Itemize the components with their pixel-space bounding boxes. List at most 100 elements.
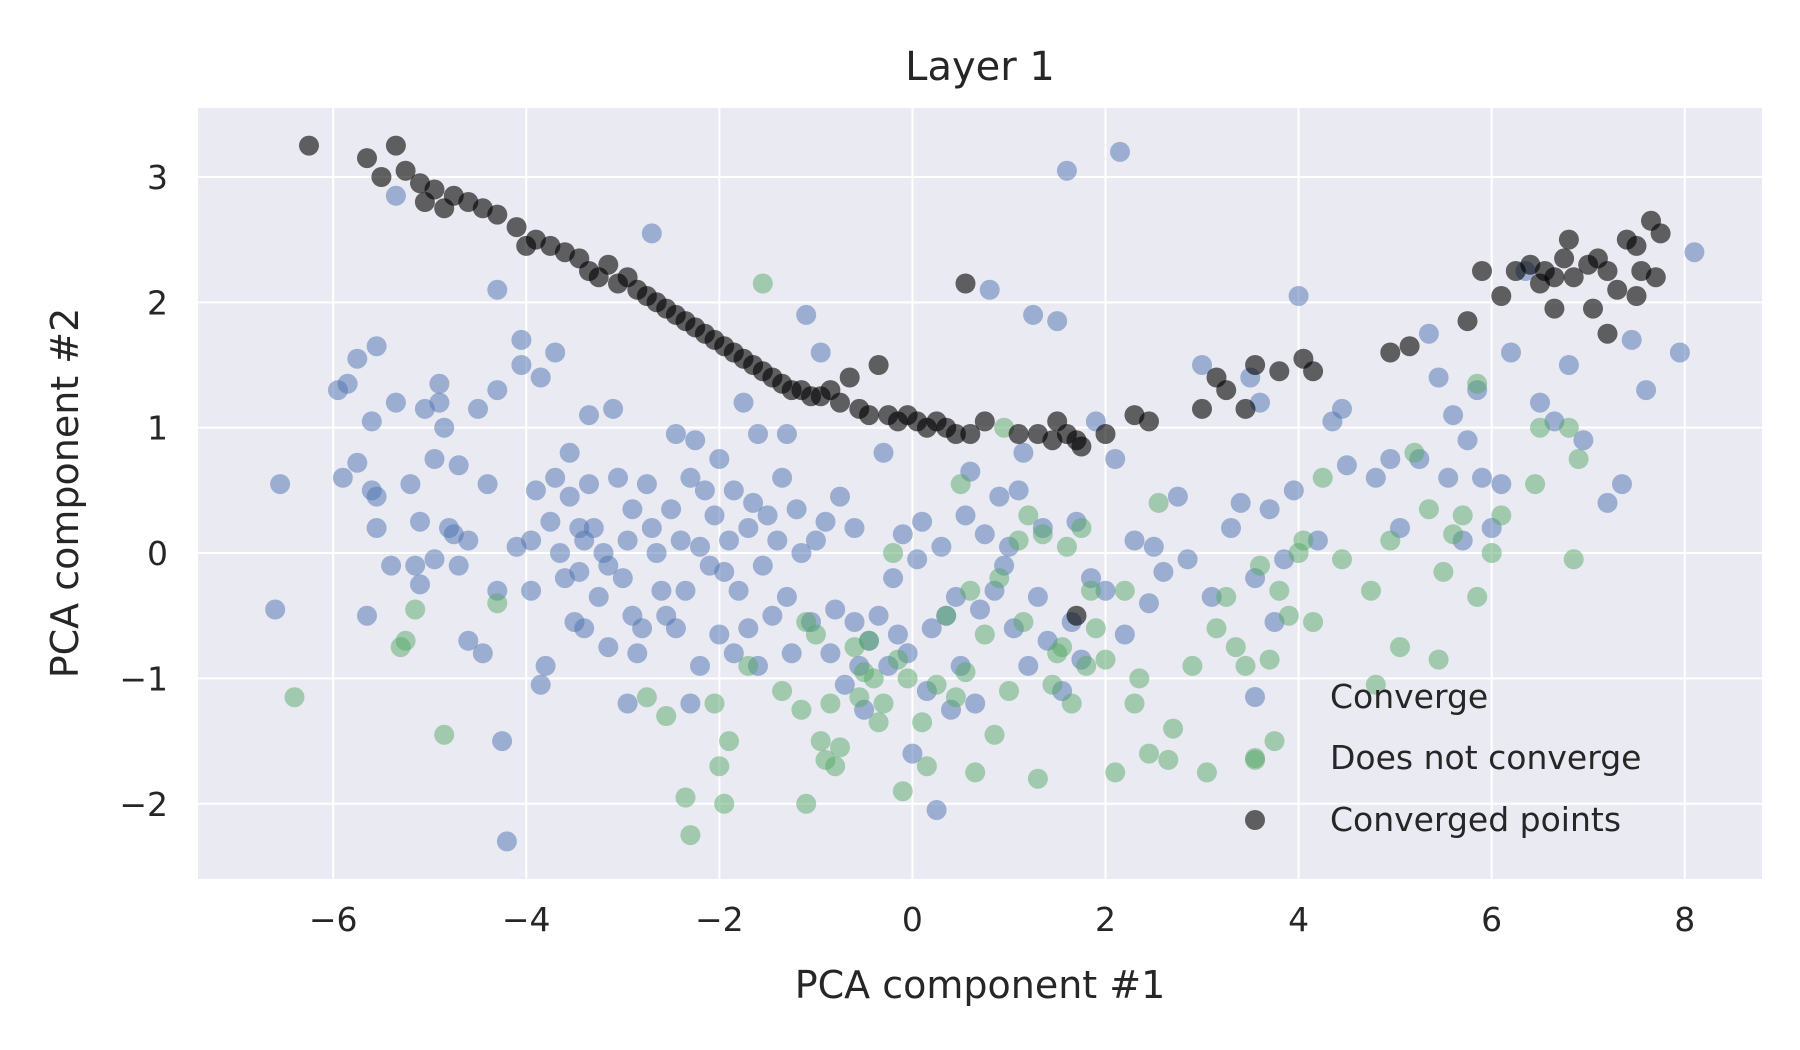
converge-point bbox=[265, 599, 286, 620]
converge-point bbox=[1177, 549, 1198, 570]
x-tick-label: 0 bbox=[902, 900, 923, 939]
converged-point bbox=[859, 405, 879, 426]
converge-point bbox=[347, 348, 368, 369]
converge-point bbox=[424, 449, 445, 469]
converged-point bbox=[1303, 361, 1324, 382]
converge-point bbox=[820, 643, 841, 664]
does-not-converge-point bbox=[636, 687, 657, 708]
converged-point bbox=[1607, 279, 1628, 300]
converge-point bbox=[970, 599, 990, 620]
does-not-converge-point bbox=[656, 706, 677, 726]
converge-point bbox=[545, 342, 566, 363]
does-not-converge-point bbox=[989, 568, 1010, 589]
converge-point bbox=[781, 643, 802, 664]
converge-point bbox=[776, 424, 797, 444]
converge-point bbox=[1472, 467, 1492, 488]
does-not-converge-point bbox=[830, 737, 850, 758]
converge-point bbox=[617, 693, 638, 714]
does-not-converge-point bbox=[1467, 373, 1488, 394]
converge-point bbox=[965, 693, 986, 714]
converge-point bbox=[1283, 480, 1304, 501]
x-tick-label: −6 bbox=[309, 900, 358, 939]
does-not-converge-point bbox=[738, 655, 759, 676]
x-tick-label: 6 bbox=[1481, 900, 1502, 939]
does-not-converge-point bbox=[1027, 768, 1048, 789]
does-not-converge-point bbox=[999, 681, 1019, 701]
converge-point bbox=[1365, 467, 1386, 488]
converge-point bbox=[487, 279, 508, 300]
does-not-converge-point bbox=[1206, 618, 1227, 639]
does-not-converge-point bbox=[1129, 668, 1150, 689]
converge-point bbox=[1558, 355, 1579, 375]
converge-point bbox=[332, 467, 353, 488]
does-not-converge-point bbox=[887, 649, 908, 670]
converged-point bbox=[1626, 286, 1647, 306]
legend-label-converge: Converge bbox=[1330, 677, 1488, 716]
does-not-converge-point bbox=[955, 662, 976, 683]
does-not-converge-point bbox=[810, 731, 831, 752]
converge-point bbox=[1684, 242, 1705, 263]
does-not-converge-point bbox=[1365, 674, 1386, 695]
converge-point bbox=[955, 505, 976, 526]
does-not-converge-point bbox=[1332, 549, 1352, 570]
does-not-converge-point bbox=[1390, 637, 1410, 658]
converge-point bbox=[366, 518, 387, 538]
does-not-converge-point bbox=[892, 781, 913, 802]
converged-point bbox=[868, 355, 889, 375]
converge-point bbox=[844, 518, 865, 538]
converged-point bbox=[1192, 398, 1212, 419]
does-not-converge-point bbox=[796, 793, 817, 814]
converge-point bbox=[974, 524, 995, 545]
converge-point bbox=[1056, 160, 1077, 181]
converge-point bbox=[690, 655, 710, 676]
converge-point bbox=[270, 474, 291, 495]
converge-point bbox=[815, 511, 836, 532]
converge-point bbox=[1530, 392, 1550, 413]
converged-point bbox=[1645, 267, 1666, 288]
converge-point bbox=[622, 499, 643, 520]
does-not-converge-point bbox=[1293, 530, 1314, 551]
does-not-converge-point bbox=[1148, 492, 1169, 513]
converge-point bbox=[472, 643, 493, 664]
converge-point bbox=[714, 561, 735, 582]
does-not-converge-point bbox=[1013, 612, 1034, 632]
converge-point bbox=[405, 555, 426, 576]
does-not-converge-point bbox=[680, 825, 701, 846]
converge-point bbox=[834, 674, 855, 695]
converge-point bbox=[902, 743, 923, 764]
converge-point bbox=[521, 530, 542, 551]
converged-point bbox=[299, 135, 319, 156]
does-not-converge-point bbox=[849, 687, 870, 708]
converge-point bbox=[1047, 311, 1068, 332]
does-not-converge-point bbox=[1250, 555, 1270, 576]
does-not-converge-point bbox=[714, 793, 735, 814]
does-not-converge-point bbox=[1467, 586, 1488, 607]
converge-point bbox=[385, 185, 406, 206]
converge-point bbox=[550, 543, 570, 563]
converge-point bbox=[1192, 355, 1212, 375]
converge-point bbox=[1501, 342, 1521, 363]
converge-point bbox=[525, 480, 546, 501]
does-not-converge-point bbox=[965, 762, 986, 783]
does-not-converge-point bbox=[1081, 580, 1101, 601]
converge-point bbox=[1418, 323, 1439, 344]
chart-title: Layer 1 bbox=[905, 44, 1055, 90]
converge-point bbox=[680, 467, 701, 488]
does-not-converge-point bbox=[868, 712, 889, 733]
does-not-converge-point bbox=[859, 630, 879, 651]
converge-point bbox=[434, 417, 455, 438]
converge-point bbox=[907, 549, 928, 570]
converge-point bbox=[385, 392, 406, 413]
converge-point bbox=[762, 605, 783, 626]
does-not-converge-point bbox=[1264, 731, 1285, 752]
converge-point bbox=[617, 530, 638, 551]
converge-point bbox=[723, 480, 744, 501]
x-tick-label: −4 bbox=[502, 900, 551, 939]
converge-point bbox=[569, 561, 590, 582]
converge-point bbox=[535, 655, 556, 676]
converge-point bbox=[632, 618, 653, 639]
converge-point bbox=[448, 455, 469, 476]
does-not-converge-point bbox=[704, 693, 725, 714]
converge-point bbox=[709, 624, 730, 645]
does-not-converge-point bbox=[709, 756, 730, 777]
